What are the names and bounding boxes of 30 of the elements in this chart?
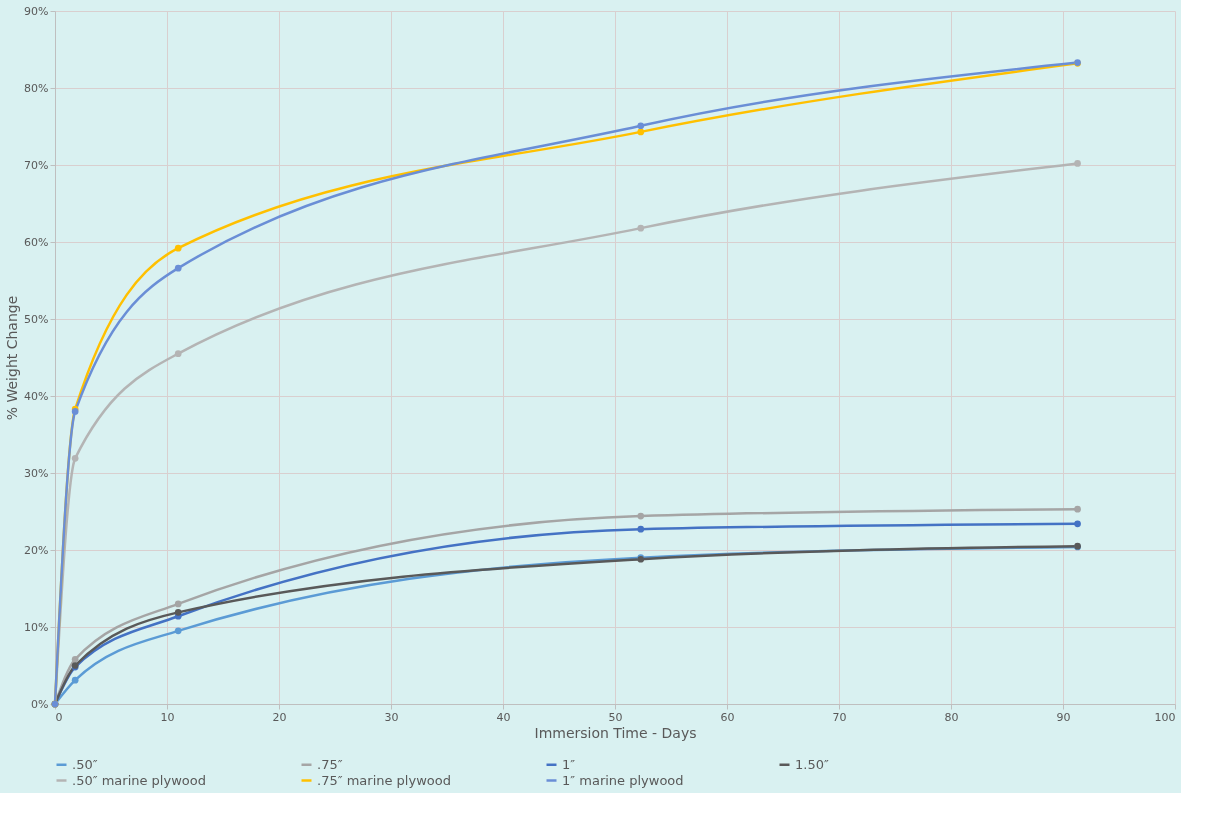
legend-label: .50″ [72,756,98,772]
y-tick-label: 50% [24,312,49,326]
legend-label: .75″ marine plywood [317,772,451,788]
x-tick-label: 80 [944,710,959,724]
y-tick-label: 10% [24,620,49,634]
y-axis-title: % Weight Change [4,295,21,421]
x-tick-label: 30 [384,710,399,724]
x-tick-label: 20 [272,710,287,724]
x-tick-label: 0 [55,710,63,724]
legend-label: 1.50″ [795,756,829,772]
x-axis-title: Immersion Time - Days [534,724,697,741]
x-tick-label: 10 [160,710,175,724]
y-tick-label: 20% [24,543,49,557]
x-tick-label: 40 [496,710,511,724]
x-tick-label: 100 [1154,710,1176,724]
y-tick-label: 30% [24,466,49,480]
x-tick-label: 60 [720,710,735,724]
y-tick-label: 80% [24,81,49,95]
legend-label: 1″ marine plywood [562,772,684,788]
legend-label: .75″ [317,756,343,772]
legend-label: .50″ marine plywood [72,772,206,788]
x-tick-label: 50 [608,710,623,724]
y-tick-label: 60% [24,235,49,249]
x-tick-label: 70 [832,710,847,724]
x-tick-label: 90 [1056,710,1071,724]
legend-label: 1″ [562,756,576,772]
y-tick-label: 40% [24,389,49,403]
y-tick-label: 90% [24,4,49,18]
y-tick-label: 70% [24,158,49,172]
y-tick-label: 0% [31,697,49,711]
